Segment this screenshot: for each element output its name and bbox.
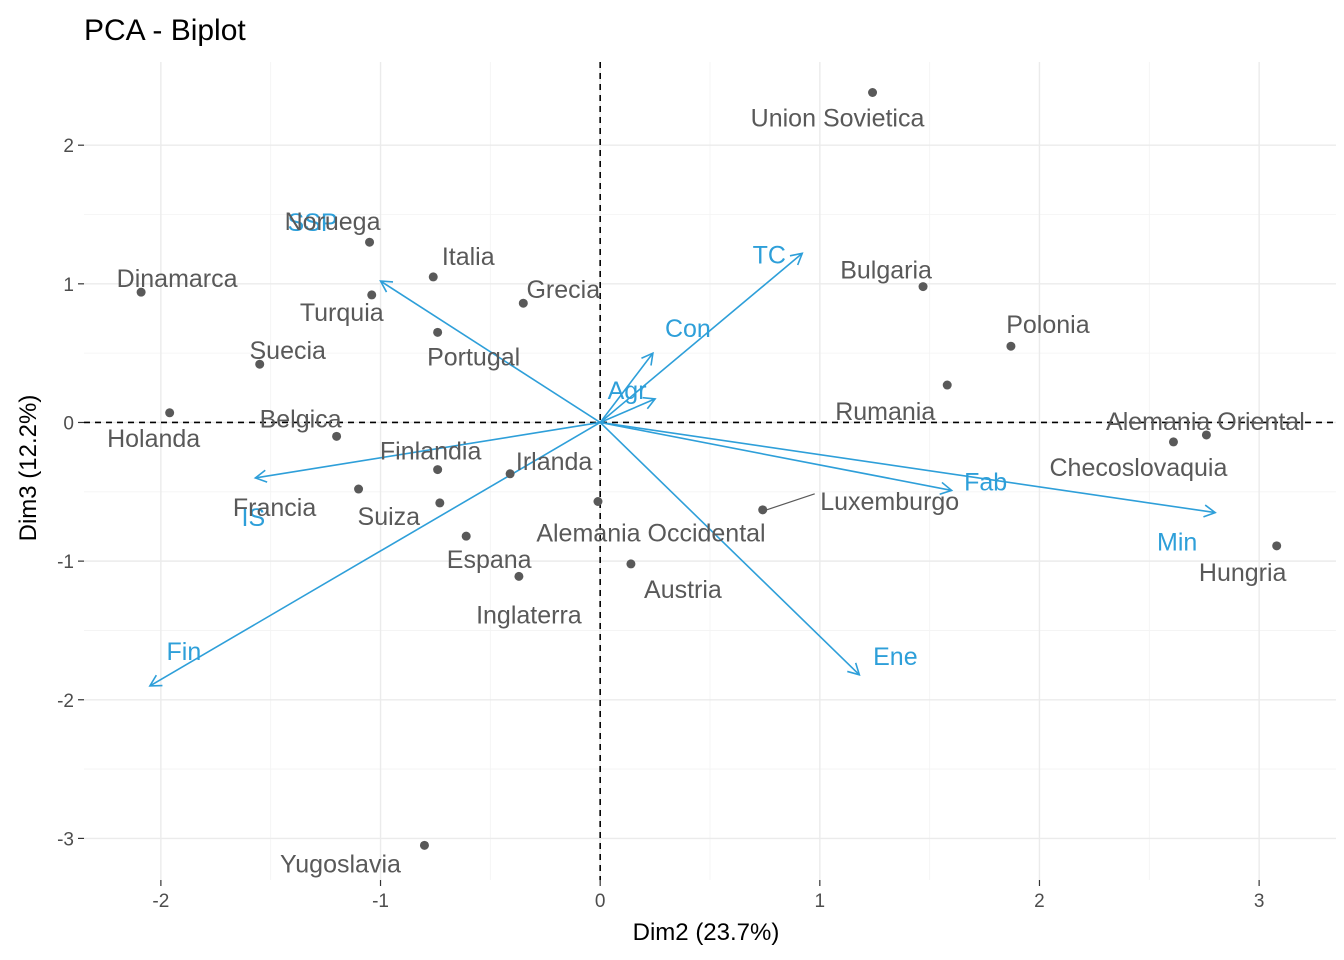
label-finlandia: Finlandia [380, 438, 482, 466]
label-turquia: Turquia [300, 299, 384, 327]
y-tick-label: -3 [57, 829, 74, 850]
point-espana [461, 531, 471, 541]
variable-label-is: IS [242, 504, 266, 532]
chart-title: PCA - Biplot [84, 14, 246, 47]
y-axis-title: Dim3 (12.2%) [15, 395, 42, 542]
label-polonia: Polonia [1006, 311, 1089, 339]
variable-arrow-ene [599, 421, 861, 676]
point-bulgaria [918, 282, 928, 292]
label-noruega: Noruega [285, 208, 381, 236]
variable-label-tc: TC [753, 241, 786, 269]
variable-label-fin: Fin [167, 638, 202, 666]
label-bulgaria: Bulgaria [840, 257, 932, 285]
y-tick-label: -2 [57, 691, 74, 712]
variable-arrow-fin [148, 421, 601, 687]
individual-labels: Union Sovietica Noruega Italia Dinamarca Gre… [107, 105, 1305, 879]
individual-points [136, 88, 1282, 850]
variable-arrow-ssp [379, 280, 601, 424]
label-alemania-oriental: Alemania Oriental [1106, 408, 1305, 436]
point-alemania-oriental [1201, 430, 1211, 440]
label-hungria: Hungria [1199, 559, 1287, 587]
point-checoslovaquia [1168, 437, 1178, 447]
label-connector-luxemburgo [766, 493, 815, 511]
x-tick-label: 1 [815, 891, 826, 912]
point-irlanda [505, 469, 515, 479]
label-grecia: Grecia [526, 276, 600, 304]
point-luxemburgo [758, 505, 768, 515]
y-tick-label: 2 [63, 136, 74, 157]
point-portugal [433, 327, 443, 337]
label-rumania: Rumania [835, 398, 935, 426]
label-francia: Francia [233, 494, 316, 522]
point-rumania [942, 380, 952, 390]
point-finlandia [433, 465, 443, 475]
point-holanda [165, 408, 175, 418]
point-belgica [332, 431, 342, 441]
label-alemania-occidental: Alemania Occidental [536, 520, 765, 548]
x-axis-title: Dim2 (23.7%) [633, 919, 780, 946]
point-dinamarca [136, 287, 146, 297]
label-union-sovietica: Union Sovietica [751, 105, 925, 133]
label-irlanda: Irlanda [516, 448, 593, 476]
x-tick-label: 2 [1034, 891, 1045, 912]
label-austria: Austria [644, 576, 722, 604]
variable-arrow-tc [599, 252, 804, 424]
variable-arrow-agr [599, 396, 657, 424]
point-yugoslavia [419, 840, 429, 850]
label-suecia: Suecia [249, 337, 326, 365]
axis-ticks: -2 -1 0 1 2 3 -3 -2 -1 0 1 2 [57, 136, 1264, 912]
variable-label-min: Min [1157, 529, 1197, 557]
label-espana: Espana [447, 546, 532, 574]
label-italia: Italia [442, 243, 495, 271]
point-suecia [255, 359, 265, 369]
variable-label-ene: Ene [873, 643, 917, 671]
point-polonia [1006, 341, 1016, 351]
point-hungria [1272, 541, 1282, 551]
variable-label-agr: Agr [608, 377, 647, 405]
variable-arrows: TC SSP Con Agr IS Fab Min Ene Fin [148, 209, 1217, 687]
label-yugoslavia: Yugoslavia [280, 850, 401, 878]
variable-label-ssp: SSP [288, 209, 338, 237]
point-austria [626, 559, 636, 569]
variable-arrow-is [253, 421, 601, 483]
point-alemania-occidental [593, 497, 603, 507]
variable-label-con: Con [665, 315, 711, 343]
point-italia [428, 272, 438, 282]
variable-label-fab: Fab [964, 468, 1007, 496]
variable-arrow-con [599, 351, 654, 423]
x-tick-label: -2 [152, 891, 169, 912]
x-tick-label: 0 [595, 891, 606, 912]
label-suiza: Suiza [358, 503, 421, 531]
variable-arrow-fab [600, 421, 954, 495]
label-holanda: Holanda [107, 425, 200, 453]
y-tick-label: 0 [63, 413, 74, 434]
variable-arrow-min [600, 421, 1217, 518]
label-inglaterra: Inglaterra [476, 601, 582, 629]
y-tick-label: 1 [63, 275, 74, 296]
point-suiza [435, 498, 445, 508]
point-inglaterra [514, 571, 524, 581]
x-tick-label: -1 [372, 891, 389, 912]
label-luxemburgo: Luxemburgo [820, 488, 959, 516]
point-noruega [365, 237, 375, 247]
point-union-sovietica [868, 88, 878, 98]
reference-lines [84, 62, 1336, 880]
point-turquia [367, 290, 377, 300]
label-belgica: Belgica [260, 405, 342, 433]
point-grecia [518, 298, 528, 308]
point-francia [354, 484, 364, 494]
label-checoslovaquia: Checoslovaquia [1050, 454, 1228, 482]
label-portugal: Portugal [427, 343, 520, 371]
label-dinamarca: Dinamarca [117, 265, 238, 293]
x-tick-label: 3 [1254, 891, 1265, 912]
y-tick-label: -1 [57, 552, 74, 573]
